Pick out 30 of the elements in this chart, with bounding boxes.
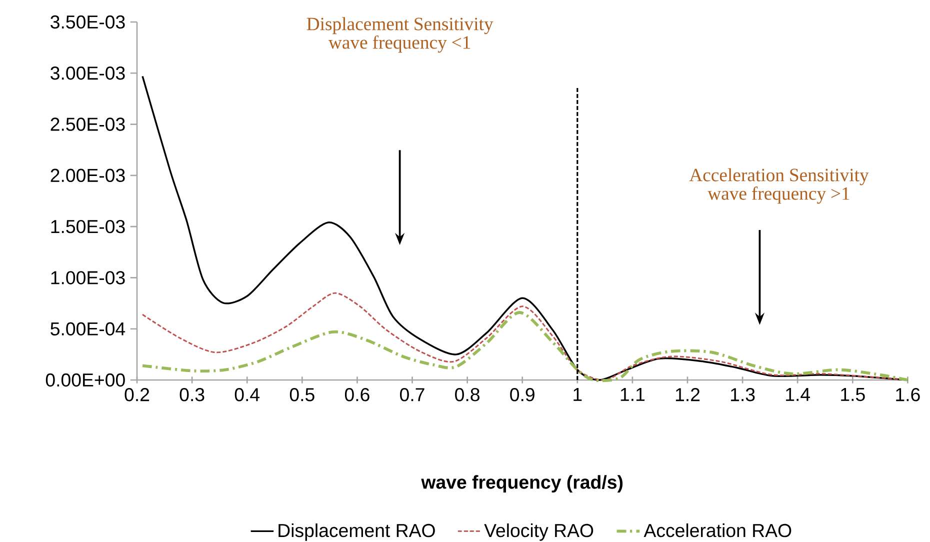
x-tick-label: 1.2 xyxy=(676,388,700,402)
x-tick-label: 0.9 xyxy=(510,388,534,402)
y-tick-label: 5.00E-04 xyxy=(50,322,126,336)
x-tick-label: 1 xyxy=(574,388,582,401)
x-tick-label: 1.1 xyxy=(620,388,645,401)
legend-label: Velocity RAO xyxy=(484,523,594,541)
x-tick-label: 0.7 xyxy=(400,388,424,402)
annotation: Acceleration Sensitivity wave frequency >1 xyxy=(689,168,869,204)
x-tick-label: 0.5 xyxy=(290,388,314,402)
x-tick-label: 1.5 xyxy=(841,388,865,402)
legend-label: Acceleration RAO xyxy=(644,523,792,538)
x-tick-label: 0.4 xyxy=(234,388,260,402)
y-tick-label: 1.50E-03 xyxy=(51,220,125,234)
x-tick-label: 0.2 xyxy=(124,388,150,402)
y-tick-label: 2.00E-03 xyxy=(50,168,125,182)
x-tick-label: 1.6 xyxy=(896,388,920,402)
x-tick-label: 0.8 xyxy=(455,388,480,402)
legend-label: Displacement RAO xyxy=(278,523,435,541)
x-axis-title: wave frequency (rad/s) xyxy=(421,475,623,493)
x-tick-label: 1.4 xyxy=(786,388,810,401)
y-tick-label: 0.00E+00 xyxy=(46,373,125,387)
x-tick-label: 1.3 xyxy=(730,388,755,402)
x-tick-label: 0.6 xyxy=(344,388,370,402)
y-tick-label: 2.50E-03 xyxy=(50,118,125,131)
line-series xyxy=(141,311,910,382)
x-tick-label: 0.3 xyxy=(180,388,204,402)
annotation: Displacement Sensitivity wave frequency <1 xyxy=(306,17,494,53)
y-tick-label: 1.00E-03 xyxy=(51,271,125,284)
y-tick-label: 3.50E-03 xyxy=(50,15,125,29)
y-tick-label: 3.00E-03 xyxy=(50,66,125,80)
